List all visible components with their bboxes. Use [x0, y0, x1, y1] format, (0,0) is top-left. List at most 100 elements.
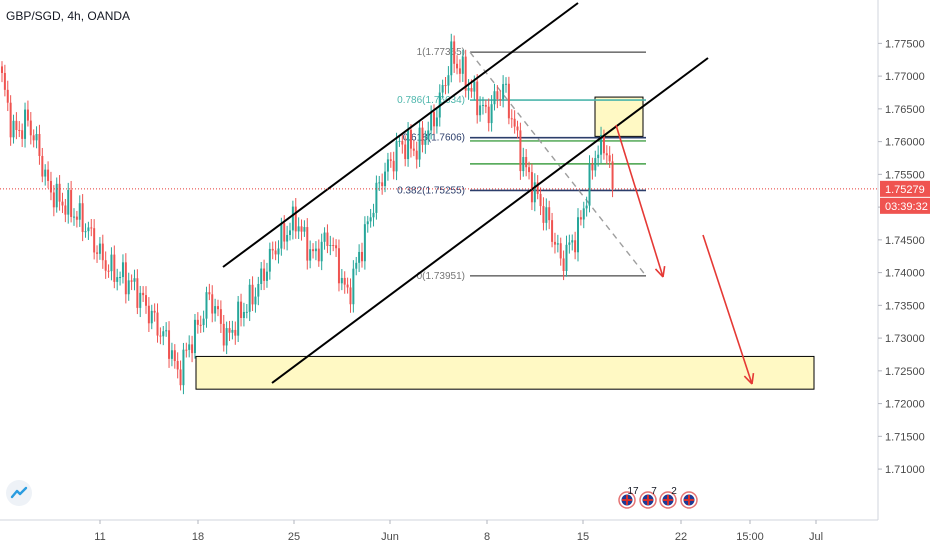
candle-body	[208, 292, 211, 295]
uk-flag-icon[interactable]	[618, 491, 636, 509]
candle	[127, 272, 130, 301]
supply-zone[interactable]	[594, 96, 644, 137]
candle-body	[312, 249, 315, 252]
candle-body	[536, 182, 539, 194]
candle-body	[228, 328, 231, 333]
candle	[268, 242, 271, 280]
candle	[251, 276, 254, 312]
candle-body	[582, 208, 585, 220]
candle-body	[395, 141, 398, 172]
candle-body	[234, 329, 237, 336]
candle	[559, 237, 562, 266]
current-price-label: 1.75279	[885, 184, 925, 196]
drawings-layer[interactable]	[0, 2, 878, 385]
candle-body	[55, 183, 58, 208]
candle	[542, 197, 545, 231]
candle	[545, 198, 548, 231]
candle-body	[257, 283, 260, 297]
demand-zone[interactable]	[195, 355, 815, 390]
candle-body	[26, 109, 29, 121]
y-tick-label: 1.77500	[885, 38, 925, 50]
uk-flag-icon[interactable]	[659, 491, 677, 509]
candle-body	[268, 248, 271, 272]
candle-body	[263, 268, 266, 281]
candle	[519, 122, 522, 180]
candle	[70, 180, 73, 223]
candle-body	[136, 278, 139, 308]
candle-body	[35, 133, 38, 141]
candle-body	[551, 220, 554, 242]
candle-body	[127, 280, 130, 295]
y-tick-label: 1.77000	[885, 71, 925, 83]
x-tick-label: 15:00	[736, 531, 764, 543]
candle	[271, 241, 274, 260]
candle-body	[510, 118, 513, 120]
candle	[562, 250, 565, 281]
candle-body	[366, 221, 369, 225]
event-count-label: 7	[651, 486, 657, 497]
candle	[289, 222, 291, 241]
candle	[479, 96, 482, 122]
y-tick-label: 1.76500	[885, 104, 925, 116]
candle	[242, 302, 245, 327]
events-layer[interactable]: 17 7 2	[618, 486, 698, 509]
fibonacci-retracement[interactable]: 1(1.77365) 0.786(1.76634) 0.618(1.7606) 0.3…	[397, 47, 647, 282]
candle-body	[219, 309, 222, 324]
candle	[314, 241, 317, 261]
candle	[525, 149, 528, 177]
fib-trend-line[interactable]	[469, 51, 647, 277]
candle	[32, 129, 35, 148]
candle	[412, 140, 415, 157]
fib-level-label: 1(1.77365)	[417, 47, 465, 58]
tradingview-logo-icon[interactable]	[6, 480, 32, 506]
candle-body	[597, 154, 600, 159]
candle	[493, 83, 496, 111]
candle	[47, 161, 50, 189]
candle-body	[291, 206, 294, 231]
candle	[444, 76, 447, 95]
candle	[447, 66, 450, 94]
candle-body	[47, 169, 50, 181]
candle-body	[470, 88, 473, 92]
candle	[75, 210, 78, 228]
candle-body	[600, 135, 603, 155]
candle	[124, 253, 127, 304]
candle	[205, 286, 208, 328]
candle	[458, 59, 461, 83]
candle	[401, 133, 404, 154]
candle-body	[533, 182, 536, 203]
candle	[245, 304, 248, 319]
y-tick-label: 1.73500	[885, 300, 925, 312]
candle-body	[519, 130, 522, 172]
short-term-target-arrow[interactable]	[615, 124, 666, 278]
candle	[104, 251, 107, 279]
candle	[499, 90, 502, 107]
candle	[217, 299, 219, 317]
long-term-target-arrow[interactable]	[702, 234, 755, 385]
fib-level-label: 0.618(1.7606)	[403, 133, 465, 144]
channel-lower-line[interactable]	[271, 57, 709, 384]
uk-flag-icon[interactable]	[680, 491, 698, 509]
arrow-shaft	[702, 234, 753, 385]
candle	[332, 237, 335, 252]
candle	[193, 313, 196, 359]
candle	[591, 157, 594, 180]
uk-flag-icon[interactable]	[639, 491, 657, 509]
x-tick-label: 8	[484, 531, 490, 543]
candle-body	[389, 159, 392, 161]
candle	[337, 239, 340, 292]
candle	[263, 259, 266, 291]
candle-body	[323, 232, 326, 242]
candle	[29, 112, 32, 145]
candle-body	[349, 287, 352, 305]
candle-body	[9, 102, 12, 138]
channel-upper-line[interactable]	[222, 2, 579, 268]
candle-body	[202, 318, 205, 326]
candle-body	[87, 227, 90, 232]
candle	[579, 210, 582, 226]
candle	[600, 126, 603, 164]
candle	[145, 286, 147, 314]
candle	[179, 360, 182, 391]
